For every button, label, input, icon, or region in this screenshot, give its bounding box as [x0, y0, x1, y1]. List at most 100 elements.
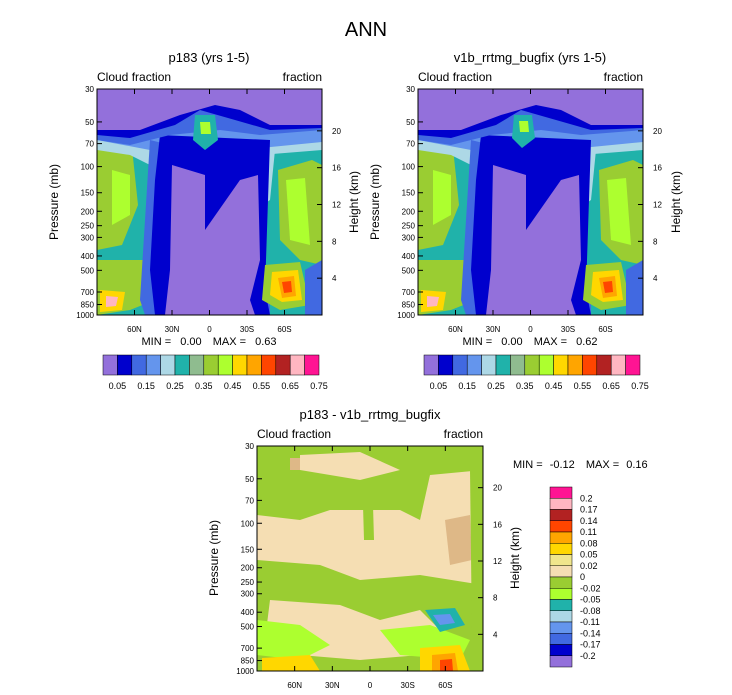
y-right-tick-label: 4: [493, 630, 498, 639]
colorbar-label: 0.45: [545, 381, 563, 391]
colorbar-swatch: [549, 565, 573, 578]
colorbar-label: 0.75: [631, 381, 649, 391]
colorbar-label: 0.55: [253, 381, 271, 391]
y-axis-label: Pressure (mb): [207, 520, 221, 596]
contour-level-0.55: [607, 178, 631, 245]
colorbar-label: 0: [580, 572, 585, 582]
y-right-axis-label: Height (km): [669, 171, 683, 233]
colorbar-swatch: [549, 576, 573, 589]
colorbar-swatch: [217, 354, 233, 376]
contour-level-0.55: [200, 122, 211, 134]
y-tick-label: 400: [402, 252, 416, 261]
colorbar-label: 0.65: [281, 381, 299, 391]
colorbar-label: 0.25: [166, 381, 184, 391]
colorbar-swatch: [549, 486, 573, 499]
y-right-tick-label: 8: [332, 237, 337, 246]
contour-level-0.05: [165, 165, 260, 315]
max-value: 0.62: [576, 336, 597, 348]
colorbar-swatch: [261, 354, 277, 376]
colorbar-label: 0.05: [109, 381, 127, 391]
contour-level-0.55: [286, 178, 310, 245]
contour-level-0.65: [106, 296, 118, 307]
colorbar-label: 0.35: [516, 381, 534, 391]
y-tick-label: 700: [81, 288, 95, 297]
max-label: MAX =: [534, 336, 567, 348]
figure-title: ANN: [345, 19, 387, 41]
colorbar-swatch: [549, 520, 573, 533]
colorbar-swatch: [549, 554, 573, 566]
contour-level-0.75: [282, 281, 292, 293]
y-tick-label: 70: [85, 140, 94, 149]
right-string: fraction: [283, 70, 322, 84]
colorbar-swatch: [438, 354, 454, 376]
colorbar-swatch: [549, 633, 573, 645]
left-string: Cloud fraction: [418, 70, 492, 84]
colorbar-label: 0.55: [574, 381, 592, 391]
y-tick-label: 250: [402, 222, 416, 231]
panel-title: p183 - v1b_rrtmg_bugfix: [300, 407, 441, 422]
contour-level-neg0.02: [257, 620, 330, 660]
colorbar-swatch: [189, 354, 205, 376]
y-tick-label: 500: [402, 266, 416, 275]
x-tick-label: 60N: [127, 325, 142, 334]
x-tick-label: 30S: [561, 325, 575, 334]
colorbar-label: 0.35: [195, 381, 213, 391]
colorbar-swatch: [510, 354, 526, 376]
contour-level-0.55: [433, 170, 451, 225]
colorbar-swatch: [549, 509, 573, 521]
y-tick-label: 850: [241, 657, 255, 666]
colorbar-label: 0.11: [580, 527, 597, 537]
colorbar-swatch: [549, 621, 573, 634]
colorbar-swatch: [246, 354, 262, 376]
left-string: Cloud fraction: [257, 427, 331, 441]
y-tick-label: 850: [402, 301, 416, 310]
colorbar: 0.05 0.15 0.25 0.35 0.45 0.55 0.65 0.75: [102, 354, 328, 391]
contour-level-neg0.02: [470, 466, 483, 640]
y-right-tick-label: 16: [332, 164, 341, 173]
colorbar-swatch: [145, 354, 161, 376]
x-tick-label: 60S: [277, 325, 291, 334]
colorbar-label: 0.2: [580, 493, 593, 503]
contour-field: [418, 89, 643, 315]
y-tick-label: 700: [402, 288, 416, 297]
y-tick-label: 300: [81, 233, 95, 242]
min-label: MIN =: [141, 336, 171, 348]
colorbar-swatch: [160, 354, 176, 376]
right-string: fraction: [604, 70, 643, 84]
stats-line: MIN = -0.12 MAX = 0.16: [513, 459, 648, 471]
y-tick-label: 250: [241, 578, 255, 587]
y-right-tick-label: 4: [653, 274, 658, 283]
x-tick-label: 30N: [165, 325, 180, 334]
colorbar-label: 0.45: [224, 381, 242, 391]
y-tick-label: 70: [406, 140, 415, 149]
y-tick-label: 850: [81, 301, 95, 310]
contour-level-0.05: [97, 89, 322, 130]
stats-line: MIN = 0.00 MAX = 0.63: [141, 336, 276, 348]
colorbar-swatch: [549, 599, 573, 611]
min-value: 0.00: [180, 336, 201, 348]
colorbar-label: 0.17: [580, 505, 598, 515]
right-string: fraction: [444, 427, 483, 441]
contour-level-0.05: [418, 89, 643, 130]
y-tick-label: 50: [406, 118, 415, 127]
contour-level-0.05: [290, 458, 300, 470]
x-tick-label: 60S: [598, 325, 612, 334]
y-tick-label: 250: [81, 222, 95, 231]
y-tick-label: 500: [241, 623, 255, 632]
y-right-tick-label: 12: [653, 201, 662, 210]
y-tick-label: 1000: [236, 667, 254, 676]
colorbar-label: -0.17: [580, 640, 601, 650]
y-tick-label: 1000: [397, 311, 415, 320]
colorbar-label: 0.14: [580, 516, 598, 526]
colorbar-label: 0.25: [487, 381, 505, 391]
y-tick-label: 700: [241, 644, 255, 653]
x-tick-label: 0: [207, 325, 212, 334]
contour-level-0.00: [300, 452, 400, 480]
colorbar-label: 0.05: [430, 381, 448, 391]
y-tick-label: 300: [241, 590, 255, 599]
y-right-tick-label: 12: [332, 201, 341, 210]
contour-level-0.65: [427, 296, 439, 307]
y-right-tick-label: 20: [493, 484, 502, 493]
colorbar-swatch: [174, 354, 190, 376]
